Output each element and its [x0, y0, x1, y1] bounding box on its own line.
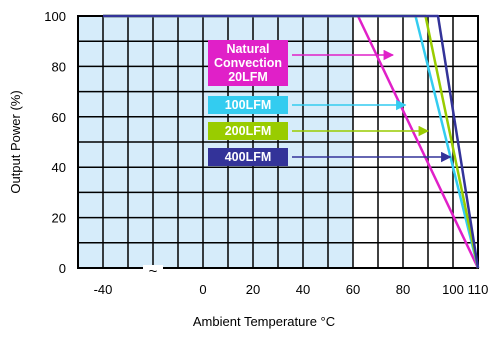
- legend-label: 100LFM: [225, 98, 272, 112]
- legend-label: Convection: [214, 56, 282, 70]
- x-tick-label: 80: [396, 282, 410, 297]
- x-tick-label: -40: [94, 282, 113, 297]
- y-tick-label: 40: [52, 160, 66, 175]
- y-tick-label: 0: [59, 261, 66, 276]
- legend-box: [208, 96, 288, 114]
- x-axis-label: Ambient Temperature °C: [193, 314, 335, 329]
- y-tick-label: 20: [52, 211, 66, 226]
- x-tick-label: 100: [442, 282, 464, 297]
- series-line: [103, 14, 480, 269]
- y-tick-label: 80: [52, 59, 66, 74]
- legend-box: [208, 40, 288, 86]
- x-tick-label: 0: [199, 282, 206, 297]
- y-tick-label: 100: [44, 9, 66, 24]
- x-tick-label: 110: [468, 282, 489, 297]
- x-tick-label: 40: [296, 282, 310, 297]
- x-tick-label: ~: [149, 263, 158, 280]
- x-tick-label: 60: [346, 282, 360, 297]
- x-tick-label: 20: [246, 282, 260, 297]
- legend-box: [208, 148, 288, 166]
- legend-box: [208, 122, 288, 140]
- y-tick-label: 60: [52, 110, 66, 125]
- legend-label: 400LFM: [225, 150, 272, 164]
- legend-label: 200LFM: [225, 124, 272, 138]
- legend-label: Natural: [226, 42, 269, 56]
- axis-break-gap: [143, 265, 163, 271]
- y-axis-label: Output Power (%): [8, 90, 23, 193]
- legend-label: 20LFM: [228, 70, 268, 84]
